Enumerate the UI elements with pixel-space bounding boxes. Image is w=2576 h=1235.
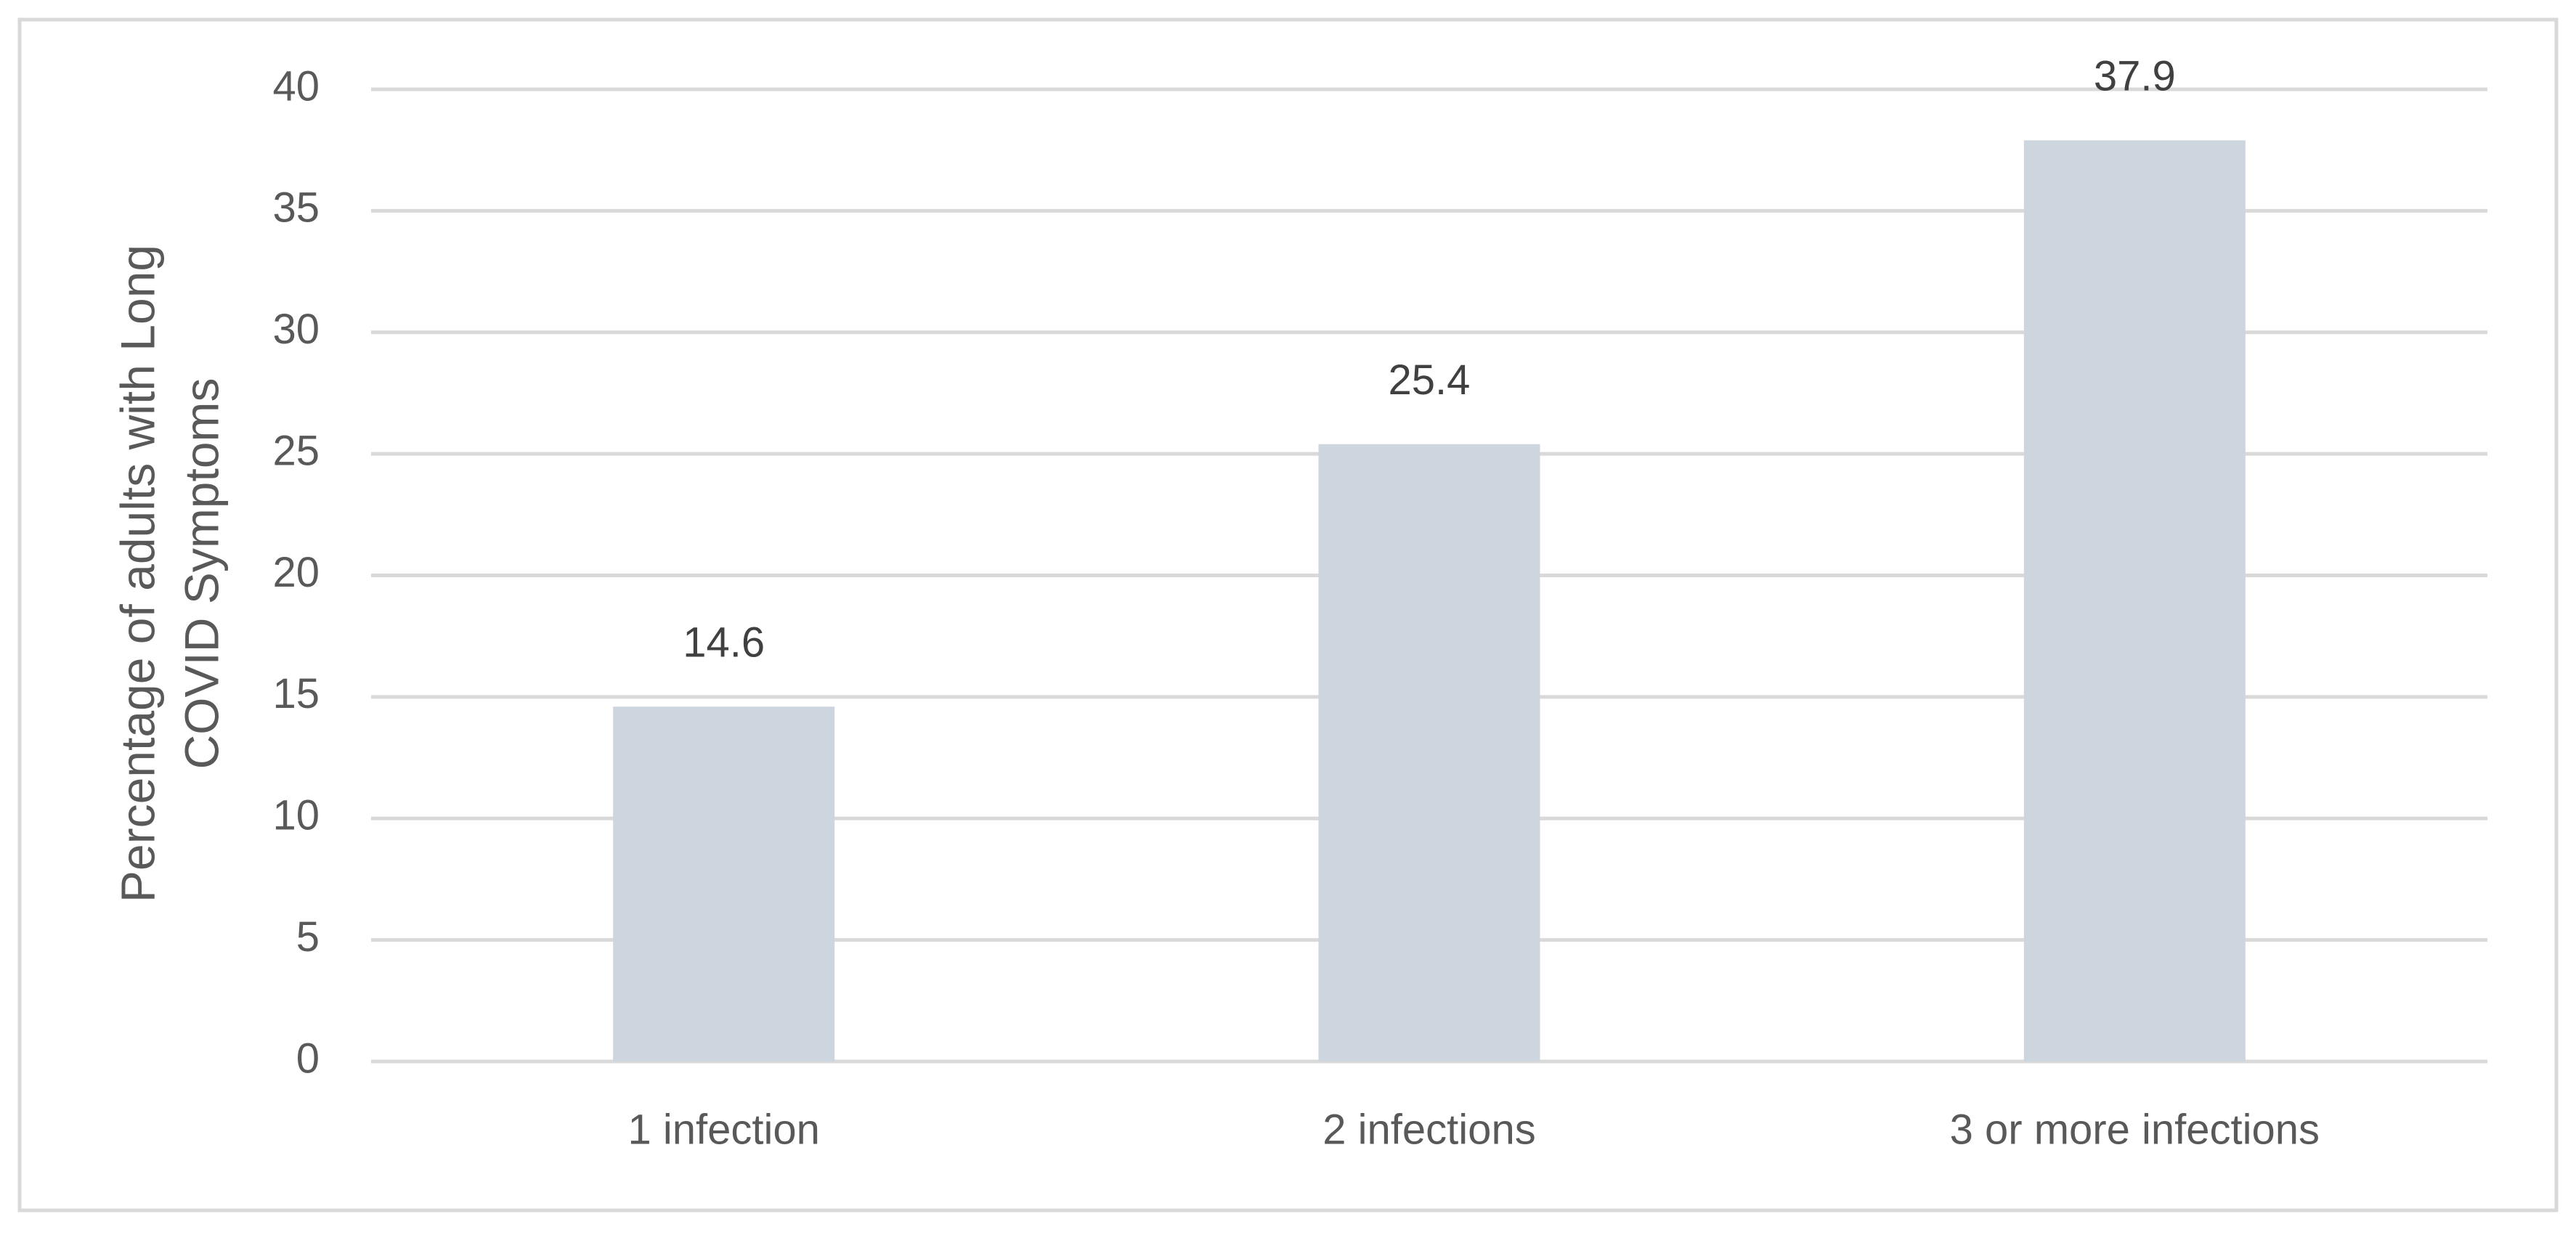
y-tick-label: 15 xyxy=(272,670,320,717)
y-axis-title: Percentage of adults with Long COVID Sym… xyxy=(110,245,228,902)
y-tick-label: 40 xyxy=(272,62,320,110)
bar xyxy=(613,706,835,1061)
y-tick-label: 10 xyxy=(272,792,320,839)
y-tick-label: 35 xyxy=(272,184,320,232)
y-axis-title-line: Percentage of adults with Long xyxy=(110,245,164,902)
y-tick-label: 20 xyxy=(272,549,320,596)
bar xyxy=(1318,444,1540,1061)
x-tick-label: 2 infections xyxy=(1322,1106,1535,1153)
x-tick-label: 1 infection xyxy=(627,1106,819,1153)
y-tick-label: 5 xyxy=(296,913,320,961)
y-axis-title-line: COVID Symptoms xyxy=(174,378,228,769)
data-label: 25.4 xyxy=(1389,356,1471,404)
x-tick-label: 3 or more infections xyxy=(1950,1106,2320,1153)
y-tick-label: 0 xyxy=(296,1035,320,1082)
data-label: 14.6 xyxy=(683,619,765,667)
data-label: 37.9 xyxy=(2094,53,2176,100)
y-tick-label: 25 xyxy=(272,427,320,474)
bar xyxy=(2023,140,2246,1062)
y-tick-label: 30 xyxy=(272,306,320,353)
